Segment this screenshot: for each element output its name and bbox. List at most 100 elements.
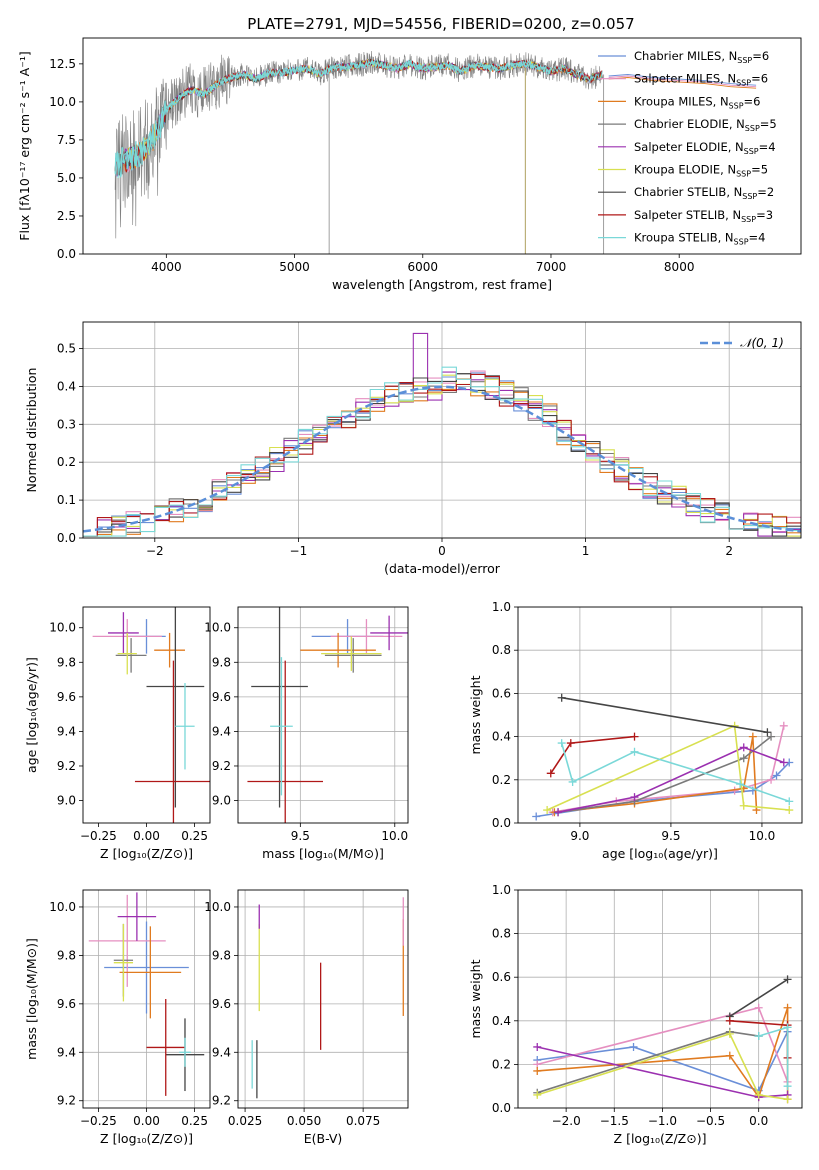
spectrum-xlabel: wavelength [Angstrom, rest frame] (332, 277, 552, 292)
y-tick-label: 0.2 (492, 1057, 511, 1071)
errorbar (321, 636, 382, 671)
mass-vs-ebv-panel: 0.025 0.050 0.075 9.2 9.4 9.6 9.8 10.0 E(B-V) (204, 889, 409, 1146)
mass-weight-vs-z-xlabel: Z [log₁₀(Z/Z⊙)] (614, 1131, 707, 1146)
axes-frame (237, 889, 409, 1109)
x-tick-label: −2 (146, 544, 164, 558)
x-tick-label: 4000 (151, 260, 182, 274)
y-tick-label: 0.2 (57, 455, 76, 469)
errorbar (108, 612, 139, 654)
errorbar (251, 607, 308, 808)
x-tick-label: 0.0 (749, 1114, 768, 1128)
x-tick-label: 1 (582, 544, 590, 558)
errorbar (370, 615, 408, 651)
errorbar (154, 632, 185, 668)
legend-label: Kroupa ELODIE, NSSP=5 (634, 163, 768, 179)
y-tick-label: 9.2 (212, 759, 231, 773)
mass-weight-marker (736, 780, 745, 789)
mass-weight-marker (630, 747, 639, 756)
x-tick-label: 0.075 (346, 1114, 380, 1128)
mass-vs-z-xlabel: Z [log₁₀(Z/Z⊙)] (100, 1131, 193, 1146)
mass-weight-marker (783, 1095, 792, 1104)
mass-weight-series-4 (557, 746, 785, 813)
y-tick-label: 9.4 (57, 1045, 76, 1059)
x-tick-label: −0.25 (80, 1114, 117, 1128)
x-tick-label: −0.5 (696, 1114, 725, 1128)
mass-weight-marker (763, 728, 772, 737)
y-tick-label: 0.6 (492, 970, 511, 984)
x-tick-label: 8000 (664, 260, 695, 274)
mass-weight-marker (783, 1082, 792, 1091)
axes-frame (237, 606, 409, 824)
mass-weight-series-6 (729, 978, 789, 1018)
y-tick-label: 10.0 (204, 900, 231, 914)
y-tick-label: 0.8 (492, 643, 511, 657)
model-extension-0 (608, 74, 757, 86)
mass-weight-vs-z-ylabel: mass weight (468, 959, 483, 1038)
mass-weight-vs-age-panel: 9.0 9.5 10.0 0.0 0.2 0.4 0.6 0.8 1.0 age [log₁₀(a… (468, 600, 803, 861)
legend-label: Chabrier MILES, NSSP=6 (634, 49, 769, 65)
x-tick-label: 0.25 (181, 829, 208, 843)
mass-weight-marker (533, 1066, 542, 1075)
errorbar (115, 638, 147, 673)
mass-weight-marker (783, 1023, 792, 1032)
mass-weight-marker (725, 1016, 734, 1025)
y-tick-label: 12.5 (49, 57, 76, 71)
errorbar (175, 683, 195, 770)
y-tick-label: 5.0 (57, 171, 76, 185)
mass-weight-marker (767, 732, 776, 741)
mass-weight-marker (554, 808, 563, 817)
residuals-panel: −2 −1 0 1 2 0.0 0.1 0.2 0.3 0.4 0.5 (data-model)/er… (24, 321, 802, 576)
x-tick-label: 9.5 (661, 829, 680, 843)
x-tick-label: 0.00 (133, 829, 160, 843)
mass-vs-ebv-plot-area (238, 890, 408, 1108)
residuals-ylabel: Normed distribution (24, 368, 39, 493)
x-tick-label: 9.5 (291, 829, 310, 843)
x-tick-label: 10.0 (749, 829, 776, 843)
mass-weight-series-5 (546, 724, 790, 811)
x-tick-label: 0.025 (228, 1114, 262, 1128)
gaussian-legend-label: 𝒩(0, 1) (740, 336, 784, 350)
y-tick-label: 9.0 (57, 794, 76, 808)
mass-vs-z-ylabel: mass [log₁₀(M/M⊙)] (24, 938, 39, 1060)
mass-weight-marker (532, 812, 541, 821)
y-tick-label: 0.8 (492, 927, 511, 941)
mass-vs-z-panel: −0.25 0.00 0.25 9.2 9.4 9.6 9.8 10.0 Z [log₁₀(Z/… (24, 889, 211, 1146)
mass-weight-marker (739, 754, 748, 763)
mass-weight-marker (779, 721, 788, 730)
errorbar (146, 607, 205, 808)
y-tick-label: 9.8 (212, 948, 231, 962)
mass-weight-series-5 (537, 1032, 788, 1101)
x-tick-label: −0.25 (80, 829, 117, 843)
y-tick-label: 10.0 (204, 621, 231, 635)
mass-weight-marker (629, 1042, 638, 1051)
mass-weight-marker (785, 797, 794, 806)
legend-label: Kroupa MILES, NSSP=6 (634, 94, 760, 110)
errorbar (300, 632, 376, 668)
model-extension-1 (608, 75, 757, 88)
spectrum-plot-area (114, 50, 757, 254)
axes-frame (82, 606, 211, 824)
residuals-plot-area (83, 322, 801, 538)
mass-weight-marker (630, 793, 639, 802)
mass-weight-marker (785, 806, 794, 815)
y-tick-label: 0.1 (57, 493, 76, 507)
mass-weight-marker (754, 1090, 763, 1099)
mass-weight-marker (533, 1042, 542, 1051)
x-tick-label: 9.0 (570, 829, 589, 843)
mass-weight-marker (725, 1029, 734, 1038)
figure-title: PLATE=2791, MJD=54556, FIBERID=0200, z=0… (247, 15, 634, 33)
mass-weight-series-6 (561, 696, 768, 734)
legend-label: Salpeter ELODIE, NSSP=4 (634, 140, 776, 156)
mass-weight-series-7 (550, 735, 635, 774)
y-tick-label: 10.0 (49, 621, 76, 635)
legend-label: Salpeter MILES, NSSP=6 (634, 72, 768, 88)
age-vs-z-xlabel: Z [log₁₀(Z/Z⊙)] (100, 846, 193, 861)
y-tick-label: 0.0 (492, 816, 511, 830)
axes-frame (82, 889, 211, 1109)
errorbar (146, 999, 185, 1096)
mass-weight-marker (557, 693, 566, 702)
mass-weight-vs-z-plot-area (518, 890, 802, 1108)
mass-weight-series-8 (758, 1026, 789, 1087)
legend-label: Salpeter STELIB, NSSP=3 (634, 208, 773, 224)
